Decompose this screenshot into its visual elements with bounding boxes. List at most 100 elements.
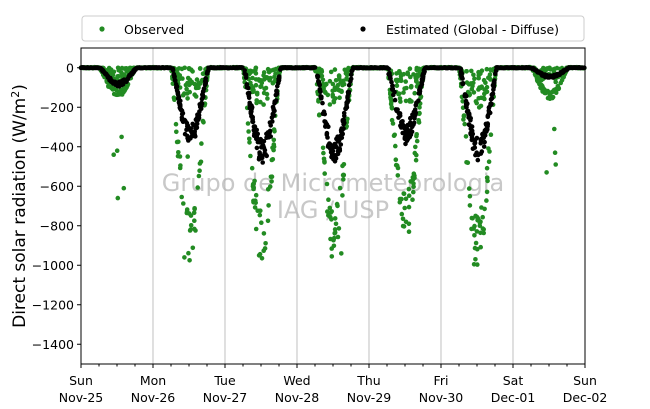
- estimated-series: [78, 65, 587, 165]
- estimated-point: [278, 67, 283, 72]
- observed-point: [405, 70, 411, 75]
- observed-point: [393, 143, 398, 149]
- observed-point: [391, 133, 397, 138]
- observed-point: [336, 87, 341, 93]
- observed-point: [264, 91, 270, 97]
- observed-point: [471, 90, 477, 95]
- estimated-point: [392, 89, 397, 95]
- observed-point: [263, 241, 268, 246]
- observed-point: [545, 95, 551, 101]
- estimated-point: [397, 113, 403, 119]
- observed-point: [398, 73, 404, 79]
- observed-point: [110, 72, 116, 78]
- observed-point: [345, 116, 350, 122]
- observed-point: [460, 99, 466, 104]
- observed-point: [413, 157, 419, 163]
- observed-point: [327, 78, 333, 84]
- estimated-point: [203, 76, 208, 81]
- observed-point: [329, 246, 335, 251]
- estimated-point: [178, 103, 183, 109]
- estimated-point: [251, 128, 257, 133]
- estimated-point: [201, 86, 207, 91]
- observed-point: [331, 235, 337, 241]
- estimated-point: [481, 144, 487, 149]
- observed-point: [488, 132, 494, 137]
- observed-point: [481, 96, 487, 101]
- estimated-point: [271, 108, 277, 113]
- estimated-point: [467, 112, 472, 118]
- observed-point: [479, 68, 485, 73]
- observed-point: [389, 117, 395, 123]
- estimated-point: [246, 91, 252, 97]
- observed-point: [271, 127, 277, 132]
- observed-point: [417, 111, 422, 117]
- estimated-point: [344, 100, 349, 105]
- estimated-point: [340, 126, 346, 132]
- estimated-point: [179, 108, 185, 114]
- observed-point: [259, 220, 264, 225]
- estimated-point: [411, 109, 417, 115]
- estimated-point: [243, 75, 249, 80]
- observed-point: [337, 95, 342, 100]
- observed-point: [484, 165, 490, 171]
- observed-point: [269, 174, 275, 179]
- observed-point: [193, 94, 199, 99]
- observed-point: [196, 84, 201, 89]
- y-tick-label: −1200: [32, 297, 74, 312]
- observed-point: [466, 186, 472, 191]
- estimated-point: [473, 152, 478, 158]
- observed-point: [265, 66, 271, 72]
- observed-point: [344, 76, 349, 81]
- observed-point: [125, 68, 131, 73]
- estimated-point: [459, 75, 465, 80]
- observed-point: [317, 66, 322, 72]
- observed-point: [538, 82, 544, 88]
- observed-point: [269, 157, 275, 163]
- estimated-point: [102, 71, 108, 77]
- estimated-point: [338, 142, 344, 147]
- x-tick-date: Dec-01: [491, 390, 536, 405]
- estimated-point: [480, 132, 486, 138]
- observed-point: [413, 144, 418, 150]
- observed-point: [401, 90, 406, 95]
- x-tick-date: Nov-26: [131, 390, 176, 405]
- observed-point: [463, 134, 469, 139]
- estimated-point: [390, 83, 395, 89]
- y-tick-label: −200: [40, 100, 74, 115]
- estimated-point: [270, 119, 275, 124]
- observed-point: [252, 178, 257, 184]
- estimated-point: [183, 118, 188, 124]
- observed-point: [186, 211, 192, 216]
- observed-point: [119, 134, 124, 140]
- estimated-point: [478, 141, 484, 146]
- observed-point: [469, 68, 474, 74]
- estimated-point: [530, 65, 536, 71]
- observed-point: [188, 227, 193, 232]
- x-tick-day: Sun: [69, 373, 93, 388]
- estimated-point: [244, 82, 250, 87]
- observed-point: [550, 95, 555, 101]
- observed-point: [197, 168, 202, 173]
- estimated-point: [341, 110, 347, 116]
- estimated-point: [118, 82, 123, 87]
- estimated-point: [128, 72, 133, 78]
- x-tick-date: Nov-29: [347, 390, 392, 405]
- observed-point: [200, 118, 206, 124]
- observed-point: [179, 194, 184, 200]
- observed-point: [115, 195, 121, 201]
- observed-point: [332, 216, 338, 221]
- x-tick-day: Sun: [573, 373, 597, 388]
- x-tick-label: Mon Nov-26: [131, 373, 176, 405]
- x-tick-label: Sun Nov-25: [59, 373, 103, 405]
- observed-point: [406, 204, 412, 210]
- estimated-point: [417, 91, 423, 96]
- observed-point: [389, 105, 395, 110]
- estimated-point: [262, 148, 268, 153]
- observed-point: [559, 77, 565, 83]
- legend-estimated-marker: [360, 26, 366, 32]
- estimated-point: [261, 139, 267, 144]
- observed-point: [406, 186, 412, 192]
- observed-point: [327, 102, 333, 107]
- observed-point: [254, 92, 260, 97]
